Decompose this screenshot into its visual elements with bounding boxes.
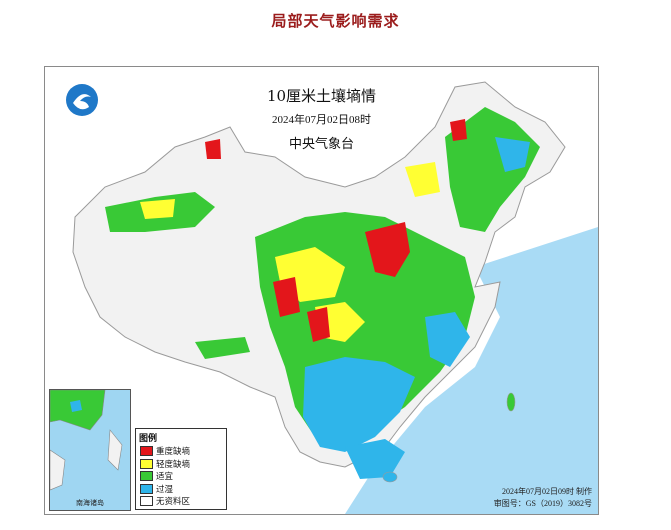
region-wet-south [345,439,405,479]
legend-item: 无资料区 [136,495,226,508]
region-northeast-green [445,107,540,232]
soil-moisture-map: 10厘米土壤墒情 2024年07月02日08时 中央气象台 南海诸岛 图例 重度… [44,66,599,515]
region-dry-west2 [307,307,330,342]
sea-area [345,227,598,514]
inset-label: 南海诸岛 [76,499,104,507]
legend-label: 无资料区 [156,497,191,508]
legend-label: 适宜 [156,472,174,483]
legend-title: 图例 [139,434,158,444]
region-wet [303,357,415,452]
legend-swatch [140,446,153,457]
taiwan-island [506,392,516,412]
south-china-sea-inset: 南海诸岛 [49,389,131,511]
region-dry-xinjiang [205,139,221,159]
inset-map [50,390,123,491]
map-legend: 图例 重度缺墒 轻度缺墒 适宜 过湿 无资料区 [135,428,227,510]
review-number: 审图号：GS（2019）3082号 [493,499,592,508]
legend-item: 适宜 [136,470,226,483]
legend-swatch [140,496,153,507]
region-yellow-northeast [405,162,440,197]
region-wet-east [425,312,470,367]
legend-label: 重度缺墒 [156,447,191,458]
legend-item: 重度缺墒 [136,445,226,458]
map-canvas [45,67,598,514]
legend-item: 轻度缺墒 [136,458,226,471]
legend-swatch [140,471,153,482]
legend-swatch [140,458,153,469]
region-tibet-green [195,337,250,359]
legend-swatch [140,483,153,494]
page-heading: 局部天气影响需求 [271,12,400,30]
map-title: 10厘米土壤墒情 [266,87,377,105]
cma-logo [66,84,98,116]
region-dry-west [273,277,300,317]
production-note: 2024年07月02日09时 制作 [502,487,592,496]
legend-item: 过湿 [136,483,226,496]
region-northeast-wet [495,137,530,172]
hainan-island [382,471,398,483]
legend-label: 过湿 [156,484,174,495]
map-timestamp: 2024年07月02日08时 [272,114,371,126]
map-agency: 中央气象台 [288,137,354,152]
region-dry-northeast [450,119,467,141]
legend-label: 轻度缺墒 [156,459,191,470]
region-dry-north [365,222,410,277]
region-xinjiang-yellow [140,199,175,219]
